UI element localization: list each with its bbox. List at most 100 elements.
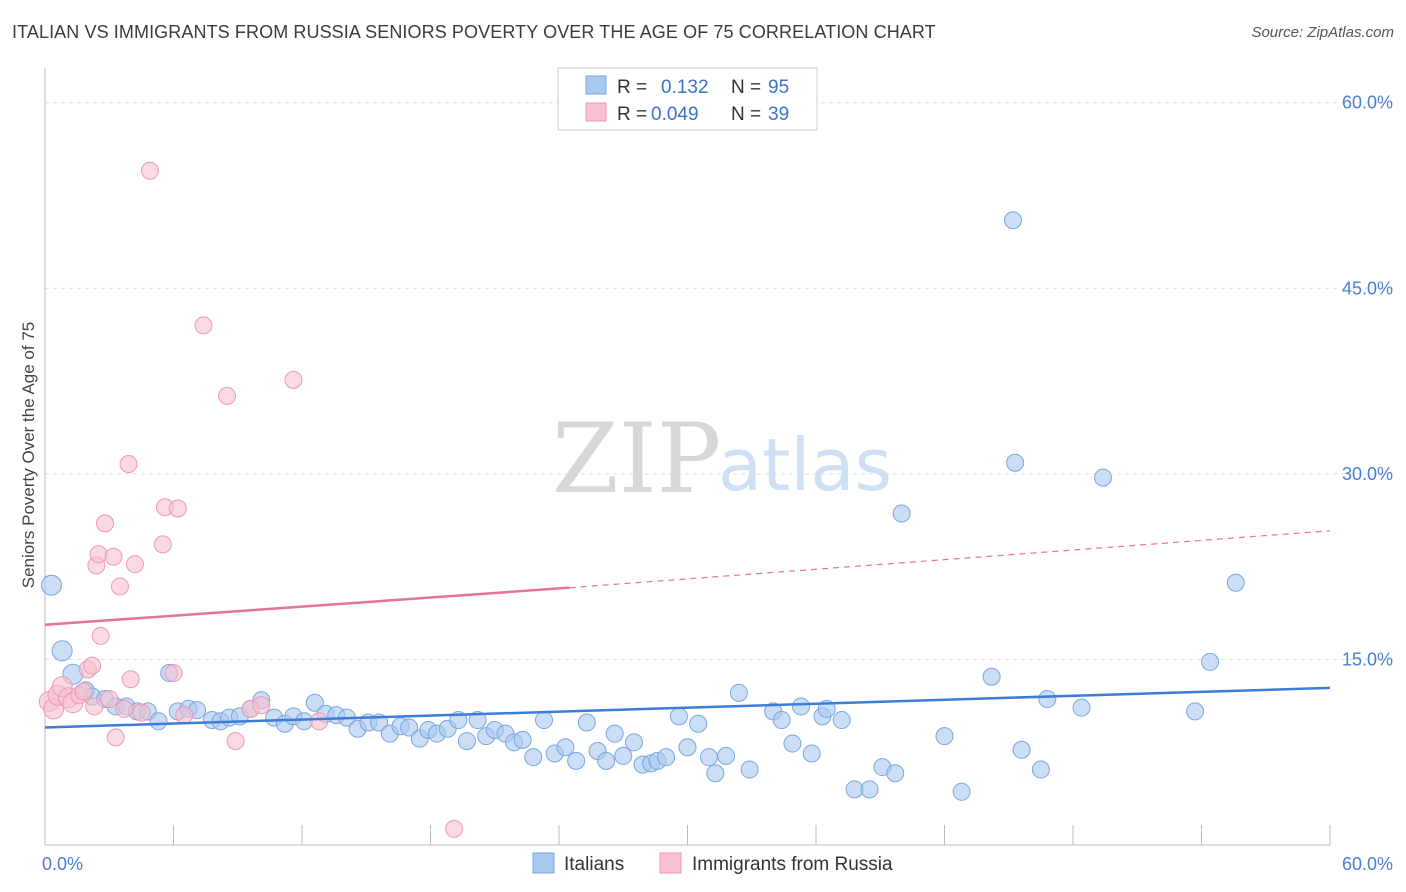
italians-point-95	[1226, 573, 1245, 592]
russia-point-24	[140, 161, 159, 180]
trend-line-russia-solid	[44, 586, 570, 627]
russia-point-12	[89, 545, 108, 564]
italians-point-61	[657, 748, 676, 767]
italians-point-85	[982, 667, 1001, 686]
series-russia-points	[38, 161, 464, 838]
y-tick-label-3: 60.0%	[1342, 93, 1393, 113]
bottom-legend-russia: Immigrants from Russia	[692, 854, 893, 875]
italians-point-56	[614, 746, 633, 765]
italians-point-34	[400, 718, 419, 737]
y-tick-labels: 15.0% 30.0% 45.0% 60.0%	[1342, 93, 1393, 670]
russia-point-19	[115, 699, 134, 718]
italians-point-51	[567, 751, 586, 770]
italians-point-90	[1038, 690, 1057, 709]
legend-swatch-russia	[585, 102, 607, 122]
y-tick-label-1: 30.0%	[1342, 464, 1393, 484]
italians-point-79	[860, 780, 879, 799]
russia-point-9	[83, 656, 102, 675]
italians-point-87	[1006, 453, 1025, 472]
trend-lines	[44, 530, 1331, 729]
russia-point-7	[74, 682, 93, 701]
bottom-legend-swatch-russia	[659, 852, 682, 874]
italians-point-64	[689, 714, 708, 733]
italians-point-88	[1012, 740, 1031, 759]
italians-point-57	[624, 733, 643, 752]
italians-point-63	[678, 738, 697, 757]
axes	[44, 68, 1331, 846]
russia-point-30	[194, 316, 213, 335]
italians-point-65	[699, 748, 718, 767]
italians-point-10	[149, 712, 168, 731]
italians-point-46	[513, 730, 532, 749]
italians-point-92	[1093, 468, 1112, 487]
italians-point-47	[524, 748, 543, 767]
russia-point-34	[252, 696, 271, 715]
bottom-legend-swatch-italians	[532, 852, 555, 874]
watermark: ZIP atlas	[552, 403, 892, 515]
italians-point-93	[1186, 702, 1205, 721]
legend-n-label-italians: N =	[731, 77, 761, 98]
italians-point-86	[1004, 211, 1023, 230]
y-axis-label: Seniors Poverty Over the Age of 75	[19, 322, 38, 588]
russia-point-21	[121, 670, 140, 689]
russia-point-29	[175, 706, 194, 725]
y-tick-label-0: 15.0%	[1342, 649, 1393, 669]
russia-point-16	[104, 547, 123, 566]
trend-line-italians	[44, 686, 1331, 729]
italians-point-55	[605, 724, 624, 743]
russia-point-27	[164, 664, 183, 683]
legend-n-value-russia: 39	[768, 104, 789, 125]
italians-point-82	[892, 504, 911, 523]
legend-r-label-italians: R =	[617, 77, 647, 98]
russia-point-36	[310, 712, 329, 731]
italians-point-69	[740, 760, 759, 779]
italians-point-41	[468, 711, 487, 730]
legend-n-label-russia: N =	[731, 104, 761, 125]
italians-point-81	[886, 764, 905, 783]
watermark-zip: ZIP	[552, 403, 721, 515]
italians-point-0	[40, 574, 62, 596]
legend-r-value-russia: 0.049	[651, 104, 699, 125]
watermark-atlas: atlas	[718, 423, 892, 507]
italians-point-77	[832, 711, 851, 730]
italians-point-62	[669, 707, 688, 726]
y-tick-label-2: 45.0%	[1342, 278, 1393, 298]
italians-point-68	[729, 683, 748, 702]
grid	[45, 102, 1395, 660]
italians-point-54	[597, 751, 616, 770]
bottom-legend-italians: Italians	[564, 854, 624, 875]
italians-point-89	[1031, 760, 1050, 779]
italians-point-40	[457, 732, 476, 751]
bottom-legend: Italians Immigrants from Russia	[532, 852, 893, 875]
legend-swatch-italians	[585, 75, 607, 95]
russia-point-23	[132, 703, 151, 722]
trend-line-russia-dashed	[569, 530, 1331, 589]
x-tick-labels: 0.0% 60.0%	[42, 854, 1393, 874]
russia-point-20	[119, 454, 138, 473]
legend: R = 0.132 N = 95 R = 0.049 N = 39	[557, 67, 818, 131]
source-label: Source: ZipAtlas.com	[1251, 24, 1394, 41]
russia-point-22	[125, 555, 144, 574]
russia-point-10	[85, 697, 104, 716]
russia-point-15	[100, 690, 119, 709]
italians-point-52	[577, 713, 596, 732]
italians-point-1	[51, 640, 73, 662]
italians-point-94	[1201, 652, 1220, 671]
italians-point-48	[535, 711, 554, 730]
russia-point-32	[226, 732, 245, 751]
russia-point-35	[284, 370, 303, 389]
italians-point-50	[556, 738, 575, 757]
russia-point-28	[168, 499, 187, 518]
chart-title: ITALIAN VS IMMIGRANTS FROM RUSSIA SENIOR…	[12, 22, 936, 42]
russia-point-13	[91, 626, 110, 645]
russia-point-18	[110, 577, 129, 596]
italians-point-24	[295, 712, 314, 731]
x-tick-label-1: 60.0%	[1342, 854, 1393, 874]
italians-point-84	[952, 782, 971, 801]
russia-point-25	[153, 535, 172, 554]
italians-point-67	[717, 746, 736, 765]
italians-point-66	[706, 764, 725, 783]
legend-n-value-italians: 95	[768, 77, 789, 98]
legend-r-label-russia: R =	[617, 104, 647, 125]
